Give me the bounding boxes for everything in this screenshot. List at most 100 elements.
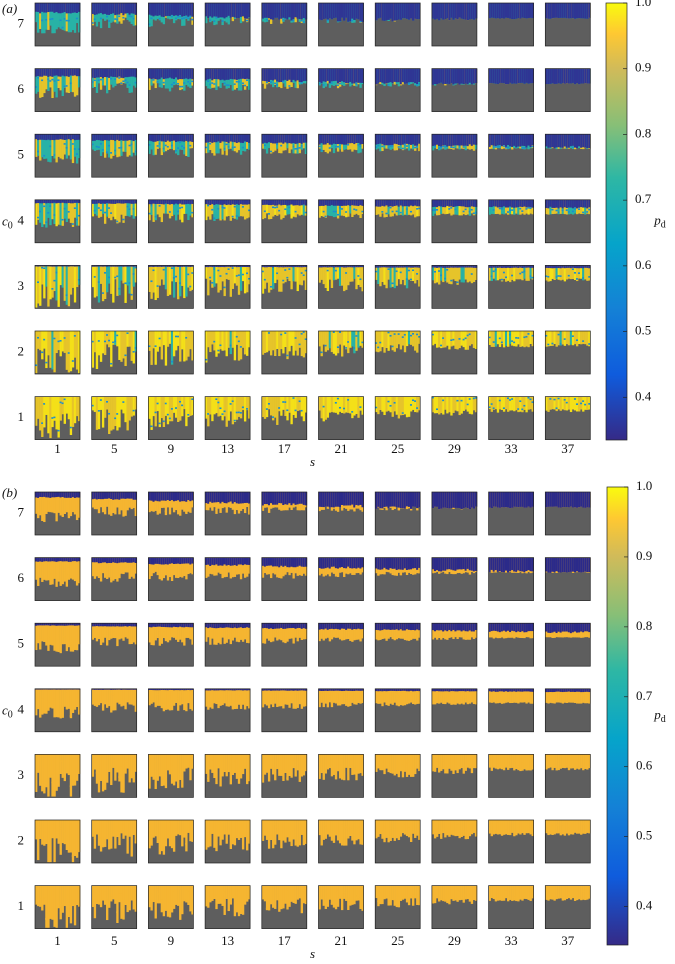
tile-top — [35, 200, 37, 204]
tile-top — [353, 492, 355, 507]
tile-speckle — [70, 427, 72, 429]
tile-top — [377, 200, 379, 207]
tile-top — [458, 492, 460, 508]
tile-top — [236, 558, 238, 566]
tile-top — [562, 69, 564, 83]
tile-top — [549, 3, 551, 19]
tile-speckle — [226, 273, 228, 275]
tile-top — [414, 134, 416, 146]
tile-fill — [266, 397, 268, 418]
tile-speckle — [230, 504, 232, 506]
tile-top — [60, 3, 62, 13]
tile-top — [173, 3, 175, 16]
tile-top — [586, 69, 588, 84]
tile-speckle — [553, 399, 555, 401]
tile-top — [43, 3, 45, 13]
tile-top — [129, 3, 131, 15]
tile-top — [126, 623, 128, 626]
tile-fill — [343, 265, 345, 291]
tile-top — [398, 134, 400, 145]
tile-speckle — [341, 208, 343, 210]
tile-fill — [64, 265, 66, 300]
tile-top — [473, 265, 475, 267]
tile-top — [51, 69, 53, 77]
tile-speckle — [385, 213, 387, 215]
tile-speckle — [444, 278, 446, 280]
tile-fill — [58, 623, 60, 652]
tile-top — [179, 200, 181, 204]
tile-speckle — [94, 276, 96, 278]
tile-speckle — [357, 275, 359, 277]
tile-speckle — [104, 272, 106, 274]
tile-speckle — [72, 564, 74, 566]
colorbar-label: pd — [653, 212, 666, 230]
tile-fill — [185, 331, 187, 360]
tile-top — [221, 623, 223, 628]
y-tick-label: 1 — [18, 409, 25, 424]
tile-top — [410, 69, 412, 83]
tile-top — [396, 558, 398, 570]
tile-top — [551, 3, 553, 18]
tile-top — [323, 492, 325, 507]
tile-speckle — [406, 208, 408, 210]
tile-top — [226, 200, 228, 205]
tile-speckle — [452, 339, 454, 341]
tile-fill — [37, 558, 39, 586]
tile-top — [244, 134, 246, 141]
tile-top — [564, 134, 566, 146]
tile-speckle — [525, 336, 527, 338]
tile-top — [169, 69, 171, 78]
tile-top — [576, 492, 578, 508]
tile-fill — [339, 331, 341, 345]
tile — [35, 492, 80, 535]
tile-fill — [303, 331, 305, 357]
tile-top — [64, 200, 66, 203]
tile-top — [207, 3, 209, 18]
tile-fill — [55, 200, 57, 226]
tile-speckle — [72, 223, 74, 225]
tile-top — [217, 200, 219, 205]
tile-top — [353, 134, 355, 144]
tile-speckle — [446, 269, 448, 271]
tile-top — [562, 492, 564, 507]
panel-label: (a) — [2, 1, 17, 16]
tile-speckle — [187, 17, 189, 19]
tile-fill — [505, 331, 507, 346]
tile-speckle — [278, 505, 280, 507]
tile-top — [359, 492, 361, 505]
tile-speckle — [51, 79, 53, 81]
tile-fill — [110, 397, 112, 431]
tile-top — [221, 492, 223, 502]
tile-top — [92, 3, 94, 14]
tile-top — [467, 558, 469, 569]
tile-speckle — [321, 508, 323, 510]
tile-fill — [461, 265, 463, 282]
tile-speckle — [76, 630, 78, 632]
tile-fill — [436, 397, 438, 414]
tile-top — [165, 492, 167, 501]
tile-fill — [173, 265, 175, 297]
tile-speckle — [495, 570, 497, 572]
tile-speckle — [530, 399, 532, 401]
tile-top — [515, 69, 517, 84]
tile — [262, 397, 307, 440]
tile-top — [129, 200, 131, 204]
x-tick-label: 33 — [505, 933, 518, 948]
tile-top — [169, 623, 171, 627]
tile-fill — [349, 331, 351, 348]
tile-top — [331, 200, 333, 205]
tile-top — [327, 492, 329, 507]
tile-top — [331, 134, 333, 145]
tile-fill — [523, 397, 525, 410]
tile-top — [519, 3, 521, 19]
tile-top — [323, 200, 325, 206]
tile-speckle — [37, 217, 39, 219]
tile-fill — [325, 331, 327, 352]
tile-top — [276, 200, 278, 206]
tile-top — [456, 69, 458, 84]
tile-top — [505, 492, 507, 507]
tile-speckle — [157, 81, 159, 83]
tile-top — [106, 69, 108, 78]
tile-top — [100, 134, 102, 140]
tile-fill — [347, 397, 349, 413]
